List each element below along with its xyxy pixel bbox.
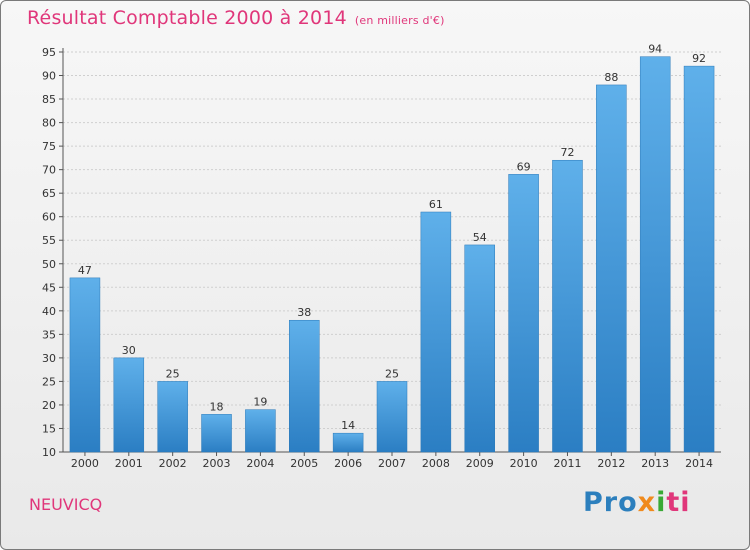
y-tick-label: 10 (42, 446, 56, 459)
x-tick-label: 2000 (71, 457, 99, 470)
x-tick-label: 2003 (203, 457, 231, 470)
x-tick-label: 2007 (378, 457, 406, 470)
y-tick-label: 70 (42, 164, 56, 177)
data-label-2000: 47 (78, 264, 92, 277)
data-label-2013: 94 (648, 43, 662, 56)
data-label-2001: 30 (122, 344, 136, 357)
axes: 10 15 20 25 30 35 40 45 50 55 60 65 70 75 80 85 90 95 2000… (42, 46, 721, 470)
x-tick-label: 2008 (422, 457, 450, 470)
bar-2011 (552, 159, 583, 453)
data-label-2004: 19 (253, 396, 267, 409)
bar-2010 (508, 174, 539, 453)
bar-2003 (201, 414, 232, 453)
proxiti-logo: Proxiti (583, 487, 691, 518)
chart-title-text: Résultat Comptable 2000 à 2014 (27, 7, 347, 29)
data-label-2003: 18 (210, 400, 224, 413)
bar-2002 (157, 381, 188, 453)
x-tick-label: 2013 (641, 457, 669, 470)
y-tick-label: 15 (42, 422, 56, 435)
data-label-2006: 14 (341, 419, 355, 432)
y-tick-label: 55 (42, 234, 56, 247)
bars (69, 56, 715, 453)
data-label-2012: 88 (604, 71, 618, 84)
x-tick-label: 2009 (466, 457, 494, 470)
bar-2012 (596, 84, 627, 453)
logo-part-4: ti (666, 487, 691, 518)
logo-part-2: x (637, 487, 657, 518)
y-tick-label: 35 (42, 328, 56, 341)
y-tick-label: 50 (42, 258, 56, 271)
bar-2009 (464, 244, 495, 453)
data-labels: 47 30 25 18 19 38 14 25 61 54 69 72 88 94 92 (78, 43, 706, 432)
y-tick-label: 45 (42, 281, 56, 294)
data-label-2014: 92 (692, 52, 706, 65)
chart-subtitle: (en milliers d'€) (354, 14, 445, 27)
y-tick-label: 60 (42, 211, 56, 224)
y-tick-label: 20 (42, 399, 56, 412)
x-tick-label: 2002 (159, 457, 187, 470)
y-tick-label: 85 (42, 93, 56, 106)
data-label-2008: 61 (429, 198, 443, 211)
y-tick-label: 95 (42, 46, 56, 59)
data-label-2002: 25 (166, 367, 180, 380)
logo-part-3: i (656, 487, 667, 518)
bar-2014 (683, 65, 715, 453)
y-tick-label: 80 (42, 117, 56, 130)
data-label-2007: 25 (385, 367, 399, 380)
logo-part-1: Pro (583, 487, 638, 518)
x-tick-label: 2004 (246, 457, 274, 470)
x-tick-label: 2001 (115, 457, 143, 470)
bar-2005 (289, 319, 320, 453)
y-tick-label: 90 (42, 70, 56, 83)
place-name: NEUVICQ (29, 495, 103, 514)
bar-2013 (639, 56, 671, 453)
y-tick-label: 75 (42, 140, 56, 153)
data-label-2010: 69 (517, 160, 531, 173)
bar-2001 (113, 357, 145, 453)
chart-title: Résultat Comptable 2000 à 2014 (en millie… (27, 7, 445, 29)
y-tick-label: 65 (42, 187, 56, 200)
x-tick-label: 2006 (334, 457, 362, 470)
data-label-2009: 54 (473, 231, 487, 244)
bar-2008 (420, 211, 452, 453)
y-tick-label: 25 (42, 375, 56, 388)
x-tick-label: 2014 (685, 457, 713, 470)
bar-2004 (245, 409, 276, 453)
x-tick-label: 2011 (553, 457, 581, 470)
x-tick-label: 2005 (290, 457, 318, 470)
x-tick-label: 2010 (510, 457, 538, 470)
y-tick-label: 30 (42, 352, 56, 365)
bar-2007 (376, 381, 408, 453)
bar-2006 (332, 432, 364, 453)
data-label-2011: 72 (560, 146, 574, 159)
data-label-2005: 38 (297, 306, 311, 319)
y-tick-label: 40 (42, 305, 56, 318)
x-tick-label: 2012 (597, 457, 625, 470)
bar-2000 (69, 277, 101, 453)
